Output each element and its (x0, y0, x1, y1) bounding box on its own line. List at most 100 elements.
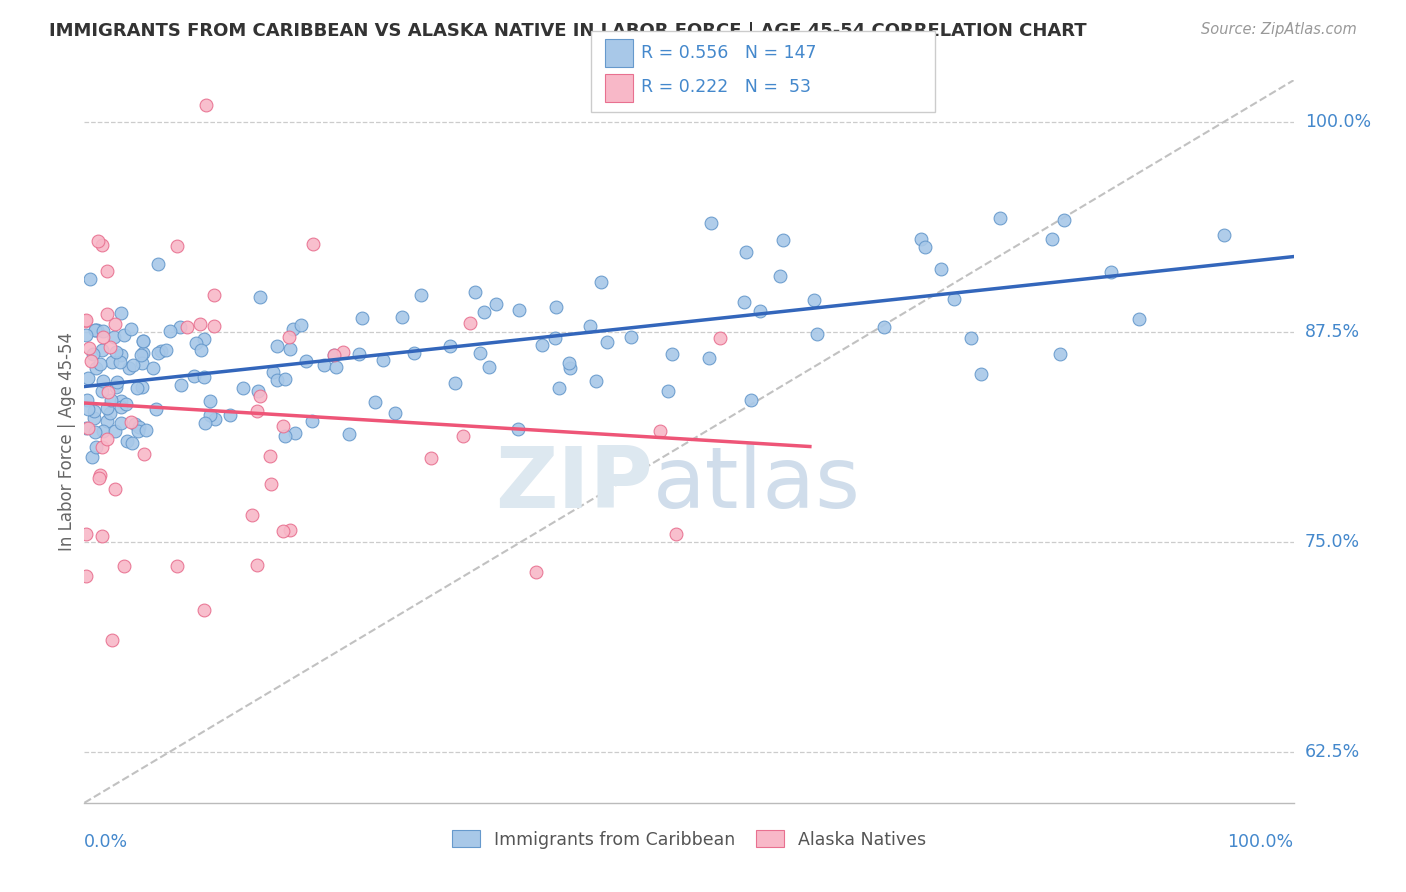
Point (91, 330, 114, 344)
Point (929, 262, 952, 277)
Point (132, 334, 155, 348)
Point (91, 324, 114, 338)
Point (82, 346, 104, 360)
Text: IMMIGRANTS FROM CARIBBEAN VS ALASKA NATIVE IN LABOR FORCE | AGE 45-54 CORRELATIO: IMMIGRANTS FROM CARIBBEAN VS ALASKA NATI… (49, 22, 1087, 40)
Point (129, 348, 152, 362)
Point (1213, 228, 1236, 243)
Point (91, 237, 114, 252)
Point (198, 394, 221, 409)
Point (83, 411, 105, 425)
Point (543, 331, 565, 345)
Point (325, 359, 347, 374)
Point (142, 360, 165, 375)
Point (87, 471, 110, 485)
Point (87, 234, 110, 248)
Point (110, 394, 132, 409)
Point (277, 330, 299, 344)
Point (585, 375, 607, 389)
Point (96, 401, 118, 415)
Point (558, 356, 581, 370)
Point (104, 345, 127, 359)
Point (103, 330, 125, 344)
Point (302, 237, 325, 252)
Point (77, 402, 100, 417)
Point (478, 360, 501, 375)
Point (910, 232, 932, 246)
Point (384, 406, 406, 420)
Point (75, 527, 97, 541)
Point (352, 310, 374, 325)
Point (278, 523, 301, 537)
Point (96, 307, 118, 321)
Point (198, 409, 221, 423)
Point (114, 397, 136, 411)
Point (1040, 231, 1063, 245)
Point (166, 559, 188, 574)
Point (578, 319, 600, 334)
Point (134, 447, 156, 461)
Point (86, 361, 108, 376)
Text: atlas: atlas (652, 443, 860, 526)
Point (89, 468, 111, 483)
Point (76, 393, 98, 408)
Point (391, 310, 413, 324)
Point (524, 565, 547, 579)
Point (458, 316, 481, 330)
Point (120, 322, 142, 336)
Point (100, 406, 122, 420)
Point (661, 346, 683, 360)
Point (240, 508, 263, 523)
Point (312, 358, 335, 372)
Point (79, 272, 101, 286)
Point (772, 233, 794, 247)
Text: 87.5%: 87.5% (1305, 323, 1360, 342)
Point (942, 293, 965, 307)
Point (121, 436, 143, 450)
Point (259, 449, 281, 463)
Point (301, 414, 323, 428)
Point (77, 421, 100, 435)
Point (262, 366, 284, 380)
Point (596, 335, 619, 350)
Text: 62.5%: 62.5% (1305, 743, 1360, 762)
Point (84, 322, 107, 336)
Point (193, 602, 215, 616)
Point (90, 440, 112, 454)
Point (464, 285, 486, 299)
Point (364, 395, 387, 409)
Point (184, 335, 207, 350)
Point (232, 381, 254, 395)
Point (508, 303, 530, 318)
Point (86, 323, 108, 337)
Point (371, 352, 394, 367)
Point (122, 358, 145, 372)
Point (271, 419, 294, 434)
Point (657, 384, 679, 398)
Point (73, 314, 96, 328)
Point (115, 434, 138, 448)
Point (183, 368, 205, 383)
Point (546, 300, 568, 314)
Point (284, 426, 307, 441)
Point (506, 422, 529, 436)
Point (347, 347, 370, 361)
Point (970, 368, 993, 382)
Point (472, 305, 495, 319)
Point (148, 257, 170, 271)
Point (202, 318, 225, 333)
Point (959, 331, 981, 345)
Point (274, 429, 297, 443)
Point (80, 450, 103, 464)
Point (104, 424, 127, 438)
Point (84, 440, 107, 454)
Point (100, 392, 122, 407)
Point (530, 337, 553, 351)
Point (202, 288, 225, 302)
Point (110, 349, 132, 363)
Point (90, 528, 112, 542)
Point (273, 372, 295, 386)
Point (112, 328, 135, 343)
Point (124, 417, 146, 432)
Point (176, 320, 198, 334)
Point (75, 421, 97, 435)
